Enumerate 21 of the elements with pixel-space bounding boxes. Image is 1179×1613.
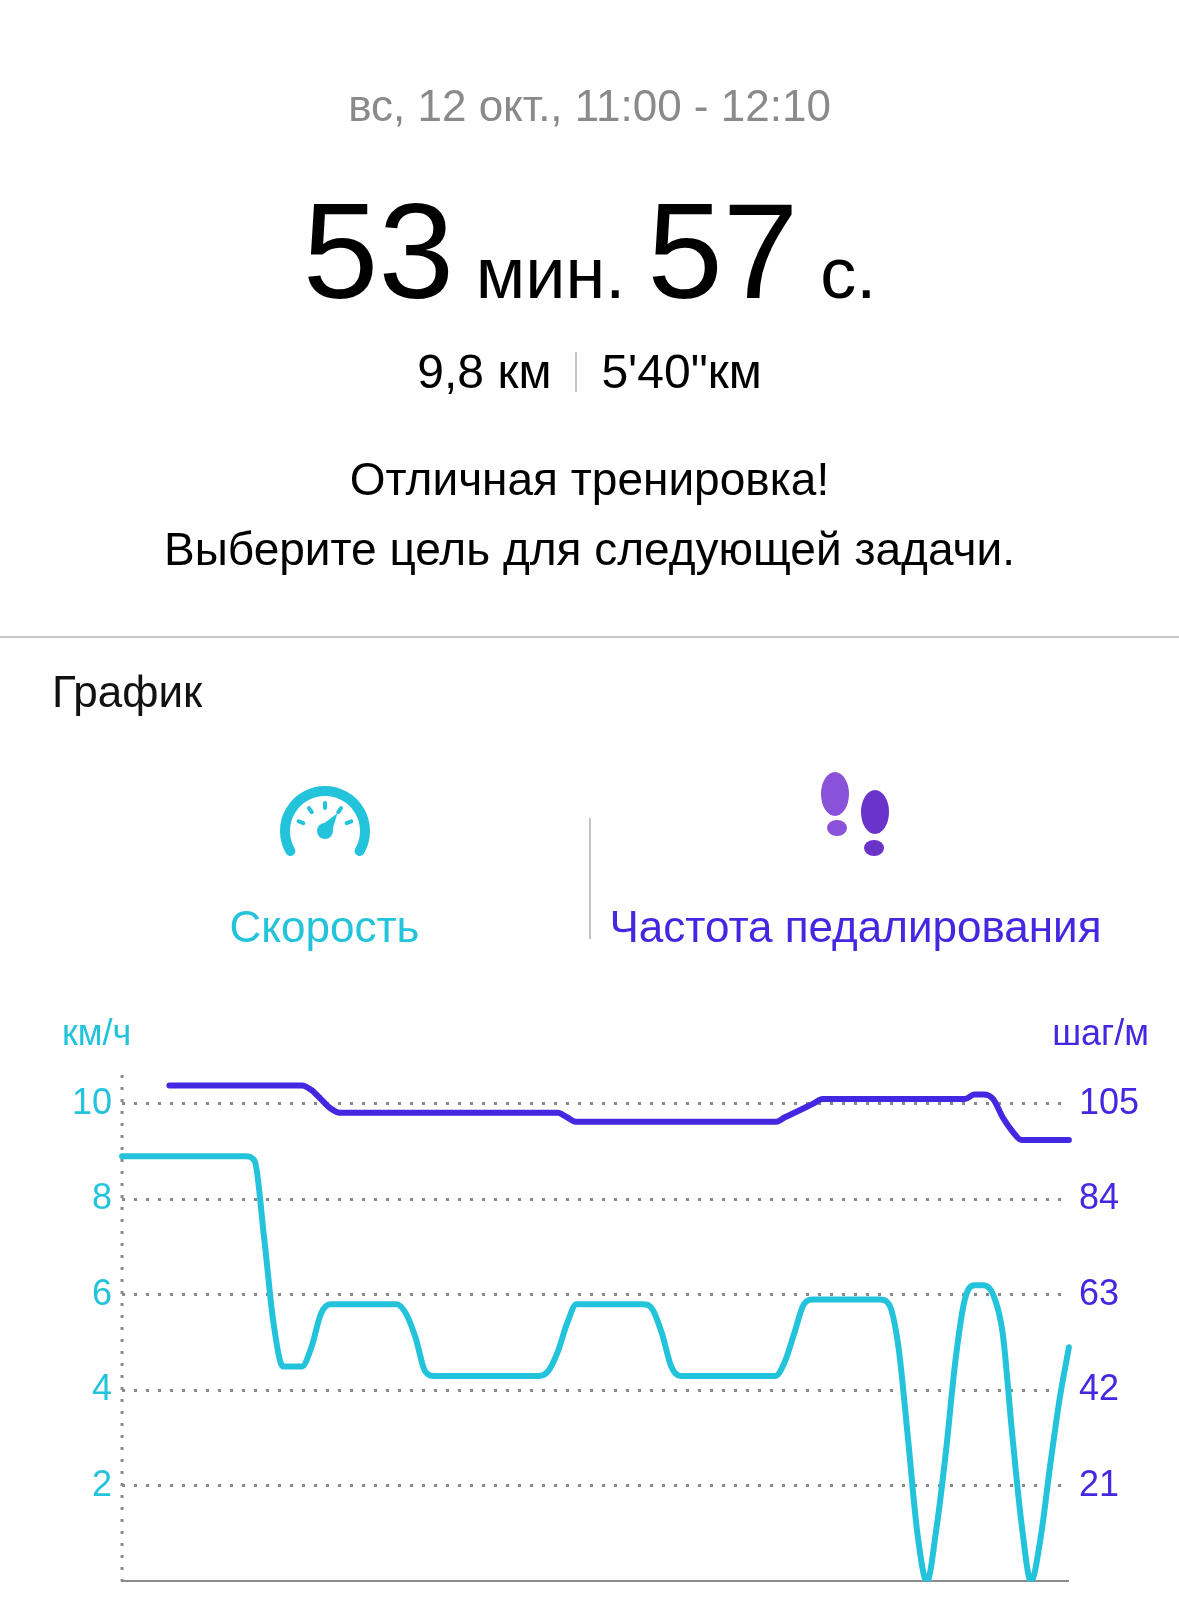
y-tick-label: 4 [92, 1367, 113, 1409]
chart-title: График [52, 667, 203, 716]
text: 53 мин. 57 с. [302, 175, 877, 327]
y2-tick-label: 84 [1078, 1176, 1119, 1218]
y-axis-title: км/ч [62, 1012, 132, 1053]
text: 5'40"км [601, 344, 762, 399]
text: Выберите цель для следующей задачи. [164, 523, 1015, 575]
y-tick-label: 2 [92, 1462, 113, 1504]
legend-label: Скорость [229, 902, 420, 951]
y-tick-label: 8 [92, 1176, 113, 1218]
y-tick-label: 6 [92, 1271, 113, 1313]
y2-axis-title: шаг/м [1052, 1012, 1149, 1053]
y2-tick-label: 63 [1078, 1271, 1119, 1313]
text: 9,8 км [417, 344, 552, 399]
text: Частота педалирования [609, 902, 1102, 951]
y-tick-label: 10 [72, 1080, 113, 1122]
y2-tick-label: 42 [1078, 1367, 1119, 1409]
text: вс, 12 окт., 11:00 - 12:10 [348, 81, 831, 130]
text: Отличная тренировка! [349, 453, 830, 505]
y2-tick-label: 21 [1078, 1462, 1119, 1504]
y2-tick-label: 105 [1078, 1080, 1140, 1122]
